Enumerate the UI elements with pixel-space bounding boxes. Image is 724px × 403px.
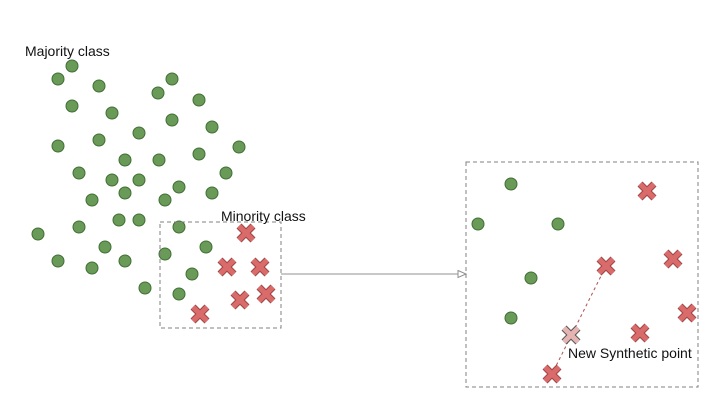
- majority-point: [65, 99, 79, 113]
- minority-selection-box: [159, 221, 282, 329]
- zoomed-minority-point: [637, 181, 657, 201]
- minority-point: [230, 290, 250, 310]
- majority-point: [85, 193, 99, 207]
- majority-point: [118, 254, 132, 268]
- majority-point: [51, 139, 65, 153]
- minority-point: [256, 284, 276, 304]
- majority-point: [132, 213, 146, 227]
- minority-class-label: Minority class: [221, 208, 306, 224]
- majority-point: [85, 261, 99, 275]
- zoomed-majority-point: [504, 311, 518, 325]
- zoom-arrow-head: [457, 269, 468, 279]
- majority-point: [51, 254, 65, 268]
- interpolation-line: [551, 265, 607, 375]
- majority-point: [158, 247, 172, 261]
- minority-point: [217, 257, 237, 277]
- zoomed-view-box: [465, 161, 699, 388]
- majority-point: [205, 120, 219, 134]
- majority-points-group: [31, 59, 246, 301]
- majority-point: [118, 153, 132, 167]
- majority-point: [192, 93, 206, 107]
- majority-point: [165, 72, 179, 86]
- zoomed-minority-points-group: [542, 181, 697, 384]
- minority-point: [190, 304, 210, 324]
- majority-point: [72, 166, 86, 180]
- majority-point: [132, 126, 146, 140]
- majority-point: [165, 113, 179, 127]
- synthetic-point: [561, 325, 581, 345]
- majority-point: [118, 186, 132, 200]
- majority-point: [65, 59, 79, 73]
- synthetic-point-label: New Synthetic point: [568, 345, 692, 361]
- zoomed-minority-point: [542, 364, 562, 384]
- zoomed-majority-point: [471, 217, 485, 231]
- zoomed-minority-point: [677, 303, 697, 323]
- majority-point: [185, 267, 199, 281]
- synthetic-point-group: [561, 325, 581, 345]
- majority-point: [172, 180, 186, 194]
- majority-point: [205, 186, 219, 200]
- zoomed-minority-point: [630, 323, 650, 343]
- zoomed-majority-points-group: [471, 177, 565, 325]
- majority-point: [172, 287, 186, 301]
- majority-class-label: Majority class: [25, 43, 110, 59]
- zoomed-majority-point: [504, 177, 518, 191]
- majority-point: [152, 153, 166, 167]
- majority-point: [31, 227, 45, 241]
- minority-points-group: [190, 223, 276, 324]
- minority-point: [236, 223, 256, 243]
- zoomed-minority-point: [596, 256, 616, 276]
- majority-point: [132, 173, 146, 187]
- majority-point: [112, 213, 126, 227]
- zoomed-majority-point: [551, 217, 565, 231]
- majority-point: [72, 220, 86, 234]
- majority-point: [98, 240, 112, 254]
- majority-point: [105, 173, 119, 187]
- majority-point: [192, 147, 206, 161]
- majority-point: [158, 193, 172, 207]
- zoomed-majority-point: [524, 271, 538, 285]
- zoomed-minority-point: [663, 249, 683, 269]
- majority-point: [151, 86, 165, 100]
- majority-point: [92, 79, 106, 93]
- majority-point: [219, 166, 233, 180]
- majority-point: [92, 133, 106, 147]
- majority-point: [172, 220, 186, 234]
- majority-point: [138, 281, 152, 295]
- minority-point: [250, 257, 270, 277]
- majority-point: [105, 106, 119, 120]
- majority-point: [232, 140, 246, 154]
- majority-point: [199, 240, 213, 254]
- majority-point: [51, 72, 65, 86]
